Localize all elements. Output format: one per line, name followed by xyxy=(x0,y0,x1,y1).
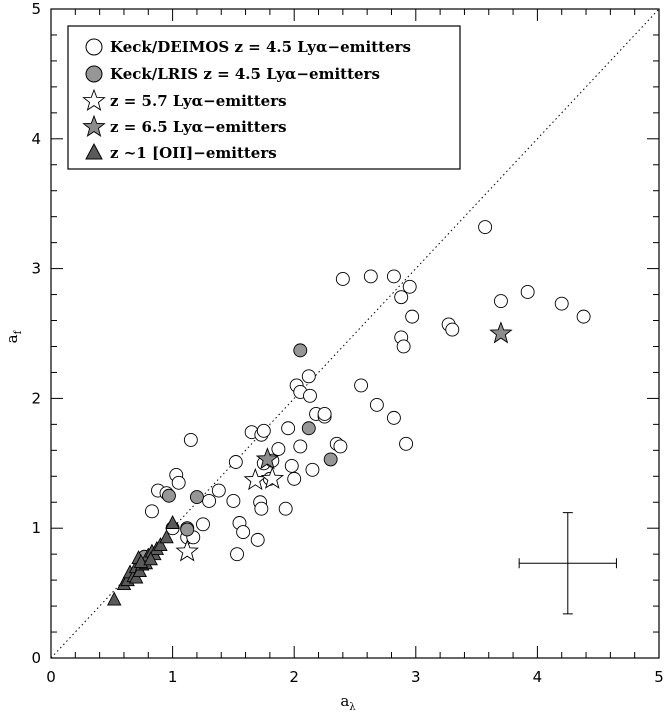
y-tick-label: 3 xyxy=(31,260,41,278)
deimos-point xyxy=(211,483,226,498)
lris-point xyxy=(180,522,195,537)
legend: Keck/DEIMOS z = 4.5 Lyα−emitters Keck/LR… xyxy=(67,25,461,170)
oii-triangle-point xyxy=(153,537,168,552)
deimos-point xyxy=(250,532,265,547)
x-tick-label: 5 xyxy=(654,668,664,686)
deimos-point xyxy=(236,525,251,540)
y-tick-label: 0 xyxy=(31,649,41,667)
deimos-point xyxy=(301,369,316,384)
x-axis-label-subscript: λ xyxy=(349,702,356,713)
lris-point xyxy=(301,421,316,436)
deimos-point xyxy=(333,439,348,454)
deimos-point xyxy=(554,296,569,311)
z65-star-point xyxy=(489,321,513,344)
z57-star-point xyxy=(260,466,285,489)
deimos-point xyxy=(478,220,493,235)
legend-box xyxy=(67,25,461,170)
y-axis-label: af xyxy=(3,329,24,343)
deimos-point xyxy=(394,290,409,305)
lris-point xyxy=(323,452,338,467)
z57-star-point xyxy=(175,539,199,562)
z57-star-point xyxy=(243,467,267,491)
deimos-point xyxy=(576,309,591,324)
deimos-point xyxy=(354,378,369,393)
oii-triangle-point xyxy=(165,515,180,529)
deimos-point xyxy=(287,471,302,486)
y-tick-label: 1 xyxy=(31,519,41,537)
deimos-point xyxy=(202,493,217,508)
deimos-point xyxy=(230,547,244,562)
legend-label-z57: z = 5.7 Lyα−emitters xyxy=(110,92,287,110)
deimos-point xyxy=(254,501,269,516)
deimos-point xyxy=(317,407,332,421)
x-tick-label: 2 xyxy=(289,668,299,686)
legend-marker-oii xyxy=(85,142,103,160)
deimos-point xyxy=(144,504,159,519)
y-tick-label: 4 xyxy=(31,130,41,148)
x-tick-label: 1 xyxy=(168,668,178,686)
deimos-point xyxy=(386,269,401,284)
deimos-point xyxy=(396,339,411,354)
deimos-point xyxy=(386,410,401,425)
deimos-point xyxy=(271,442,286,456)
deimos-point xyxy=(196,517,210,532)
y-tick-label: 5 xyxy=(31,0,41,18)
x-tick-label: 3 xyxy=(411,668,421,686)
lris-point xyxy=(189,490,204,504)
deimos-point xyxy=(303,388,317,403)
deimos-point xyxy=(493,294,508,308)
deimos-point xyxy=(171,475,186,490)
y-tick-label: 2 xyxy=(31,389,41,407)
legend-marker-z65 xyxy=(82,114,106,137)
oii-triangle-point xyxy=(159,529,174,544)
legend-label-z65: z = 6.5 Lyα−emitters xyxy=(110,118,287,136)
legend-label-lris: Keck/LRIS z = 4.5 Lyα−emitters xyxy=(110,65,380,83)
representative-error-bar xyxy=(518,512,617,615)
legend-marker-lris xyxy=(85,65,103,83)
deimos-point xyxy=(335,272,350,286)
legend-label-deimos: Keck/DEIMOS z = 4.5 Lyα−emitters xyxy=(110,38,411,56)
deimos-point xyxy=(399,436,414,451)
oii-triangle-point xyxy=(143,551,158,566)
x-tick-label: 0 xyxy=(46,668,56,686)
deimos-point xyxy=(363,269,378,284)
data-points xyxy=(106,220,591,606)
deimos-point xyxy=(228,455,243,469)
legend-marker-z57 xyxy=(82,88,106,111)
legend-label-oii: z ~1 [OII]−emitters xyxy=(110,144,277,162)
plot-frame xyxy=(50,8,660,659)
deimos-point xyxy=(445,322,460,337)
deimos-point xyxy=(284,458,299,473)
deimos-point xyxy=(226,493,241,508)
deimos-point xyxy=(405,309,420,324)
deimos-point xyxy=(281,421,296,436)
deimos-point xyxy=(183,432,198,447)
lris-point xyxy=(293,343,308,358)
x-tick-label: 4 xyxy=(533,668,543,686)
legend-star-grey xyxy=(82,114,106,137)
deimos-point xyxy=(520,285,535,299)
lris-point xyxy=(162,488,176,503)
deimos-point xyxy=(278,501,293,516)
deimos-point xyxy=(256,423,271,438)
deimos-point xyxy=(305,462,320,477)
legend-star-white xyxy=(82,88,106,111)
deimos-point xyxy=(369,397,384,412)
x-axis-label: aλ xyxy=(340,692,356,713)
z65-star-point xyxy=(255,447,280,470)
legend-marker-deimos xyxy=(85,38,103,56)
axis-ticks: 0 1 2 3 4 5 0 1 2 3 4 5 xyxy=(31,0,663,686)
y-axis-label-subscript: f xyxy=(13,329,24,334)
deimos-point xyxy=(293,439,308,454)
oii-triangle-point xyxy=(106,591,122,606)
deimos-point xyxy=(402,279,417,294)
